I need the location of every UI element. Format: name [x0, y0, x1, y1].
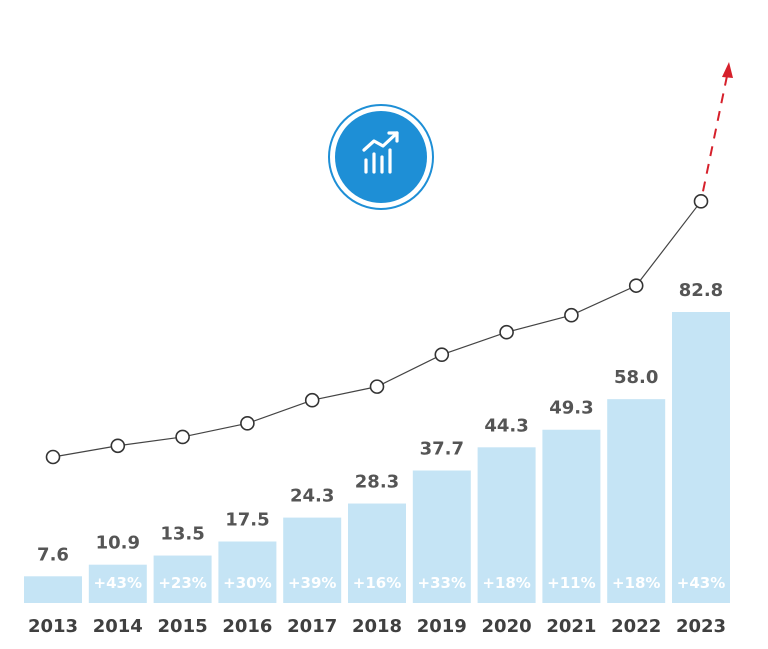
- value-label-2014: 10.9: [96, 533, 140, 554]
- trend-line-layer: [45, 62, 733, 465]
- year-label-2018: 2018: [352, 616, 402, 637]
- growth-label-2019: +33%: [418, 574, 466, 592]
- growth-label-2022: +18%: [612, 574, 660, 592]
- bar-2015: [153, 555, 212, 603]
- bar-2013: [24, 576, 82, 603]
- growth-label-2018: +16%: [353, 574, 401, 592]
- icon-glyph: [362, 131, 399, 174]
- year-label-2020: 2020: [482, 616, 532, 637]
- year-label-2021: 2021: [546, 616, 596, 637]
- growth-label-2016: +30%: [223, 574, 271, 592]
- bar-2014: [88, 564, 147, 603]
- trend-point-2023: [693, 194, 709, 209]
- growth-label-2023: +43%: [677, 574, 725, 592]
- trend-point-2014: [110, 438, 126, 454]
- growth-label-2017: +39%: [288, 574, 336, 592]
- growth-label-2021: +11%: [547, 574, 595, 592]
- growth-label-2014: +43%: [94, 574, 142, 592]
- bar-2022: [607, 399, 666, 603]
- trend-point-2016: [240, 416, 255, 431]
- value-label-2021: 49.3: [549, 398, 593, 419]
- bar-2016: [218, 541, 277, 603]
- value-label-2022: 58.0: [614, 367, 658, 388]
- bar-2019: [412, 470, 471, 603]
- trending-up-chart-icon: [328, 104, 434, 210]
- year-label-2016: 2016: [222, 616, 272, 637]
- year-label-2013: 2013: [28, 616, 78, 637]
- bar-2021: [542, 429, 601, 603]
- value-label-2020: 44.3: [484, 415, 528, 436]
- value-label-2017: 24.3: [290, 486, 334, 507]
- year-label-2014: 2014: [93, 616, 143, 637]
- bar-2017: [283, 517, 342, 603]
- value-label-2019: 37.7: [420, 439, 464, 460]
- trend-point-2013: [45, 449, 61, 465]
- year-label-2017: 2017: [287, 616, 337, 637]
- year-label-2022: 2022: [611, 616, 661, 637]
- value-label-2016: 17.5: [225, 509, 269, 530]
- bar-2023: [672, 312, 730, 603]
- bars-layer: [24, 312, 730, 603]
- trend-arrowhead: [722, 62, 733, 78]
- trend-point-2019: [434, 347, 450, 362]
- trend-point-2018: [369, 379, 385, 394]
- value-labels-layer: 7.6 10.9 13.5 17.5 24.3 28.3 37.7 44.3 49.3 58.0 8…: [37, 280, 723, 565]
- value-label-2023: 82.8: [679, 280, 723, 301]
- trend-point-2021: [564, 307, 579, 323]
- growth-label-2020: +18%: [482, 574, 530, 592]
- bar-2018: [348, 503, 406, 603]
- year-label-2023: 2023: [676, 616, 726, 637]
- trend-continuation-dash: [702, 75, 728, 192]
- growth-label-2015: +23%: [158, 574, 206, 592]
- value-label-2015: 13.5: [160, 524, 204, 545]
- year-label-2019: 2019: [417, 616, 467, 637]
- trend-point-2017: [304, 392, 320, 408]
- trend-point-2022: [628, 278, 644, 293]
- year-labels-layer: 2013 2014 2015 2016 2017 2018 2019 2020 2021 2022…: [28, 616, 726, 637]
- value-label-2018: 28.3: [355, 472, 399, 493]
- bar-2020: [477, 447, 536, 603]
- trend-point-2015: [175, 429, 190, 445]
- value-label-2013: 7.6: [37, 544, 69, 565]
- year-label-2015: 2015: [158, 616, 208, 637]
- trend-line: [52, 200, 702, 458]
- growth-labels-layer: +43% +23% +30% +39% +16% +33% +18% +11% +18% +43%: [94, 574, 726, 592]
- trend-point-2020: [499, 324, 514, 340]
